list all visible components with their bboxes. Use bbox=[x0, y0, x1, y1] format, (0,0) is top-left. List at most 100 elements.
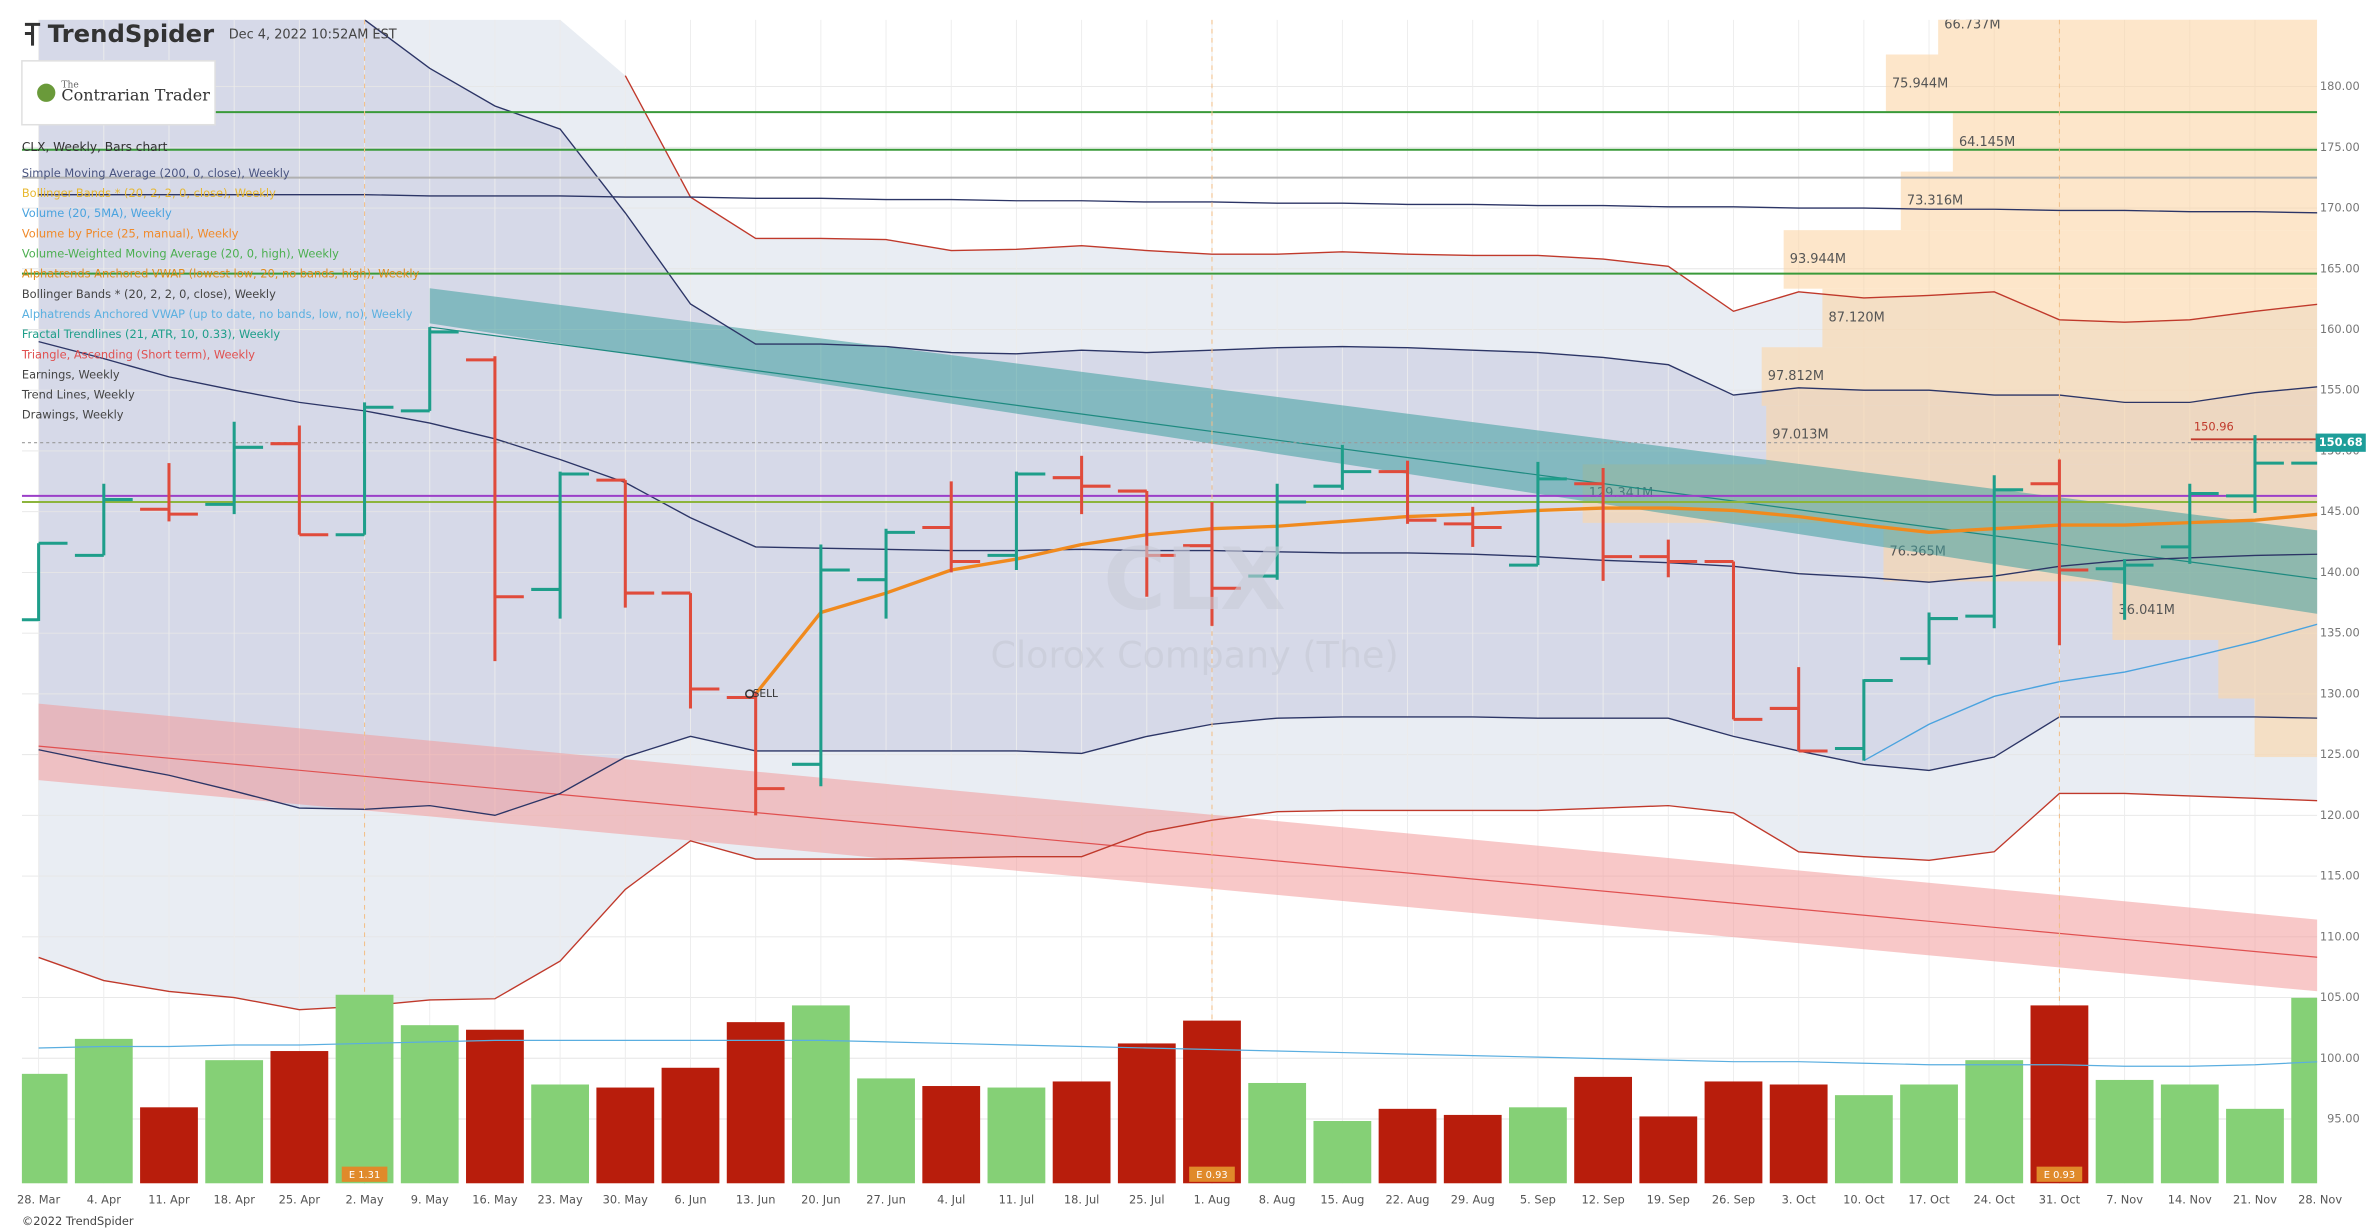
chart-title: CLX, Weekly, Bars chart bbox=[22, 140, 168, 154]
watermark-subtitle: Clorox Company (The) bbox=[991, 634, 1399, 677]
vp-label: 93.944M bbox=[1790, 252, 1846, 267]
legend-entry: Trend Lines, Weekly bbox=[21, 388, 135, 402]
legend-entry: Triangle, Ascending (Short term), Weekly bbox=[21, 347, 255, 361]
x-tick-label: 13. Jun bbox=[736, 1193, 776, 1207]
brand: TrendSpider bbox=[24, 19, 214, 48]
volume-bar bbox=[791, 1005, 850, 1184]
earnings-badge bbox=[341, 1166, 388, 1182]
volume-bar bbox=[726, 1022, 785, 1184]
volume-bar bbox=[987, 1087, 1046, 1184]
x-tick-label: 25. Jul bbox=[1129, 1193, 1164, 1207]
volume-bar bbox=[205, 1060, 264, 1184]
y-tick-label: 115.00 bbox=[2320, 869, 2360, 883]
volume-bar bbox=[1769, 1084, 1828, 1184]
x-tick-label: 10. Oct bbox=[1843, 1193, 1885, 1207]
vp-label: 97.812M bbox=[1768, 369, 1824, 384]
x-tick-label: 16. May bbox=[472, 1193, 518, 1207]
x-tick-label: 9. May bbox=[411, 1193, 449, 1207]
x-tick-label: 12. Sep bbox=[1581, 1193, 1624, 1207]
x-tick-label: 3. Oct bbox=[1782, 1193, 1817, 1207]
vp-bar bbox=[1885, 54, 2318, 114]
vp-bar bbox=[1938, 19, 2318, 55]
volume-bar bbox=[1574, 1076, 1633, 1184]
y-tick-label: 145.00 bbox=[2320, 504, 2360, 518]
y-tick-label: 160.00 bbox=[2320, 322, 2360, 336]
y-tick-label: 175.00 bbox=[2320, 140, 2360, 154]
y-tick-label: 100.00 bbox=[2320, 1051, 2360, 1065]
vp-bar bbox=[1761, 347, 2318, 406]
brand-icon bbox=[24, 22, 41, 46]
last-price-label: 150.68 bbox=[2319, 435, 2363, 449]
volume-bar bbox=[1248, 1082, 1307, 1184]
x-tick-label: 18. Apr bbox=[213, 1193, 255, 1207]
x-tick-label: 7. Nov bbox=[2106, 1193, 2143, 1207]
x-tick-label: 30. May bbox=[603, 1193, 649, 1207]
vp-bar bbox=[1783, 230, 2318, 289]
x-tick-label: 26. Sep bbox=[1712, 1193, 1755, 1207]
x-tick-label: 2. May bbox=[346, 1193, 384, 1207]
footer: ©2022 TrendSpider bbox=[22, 1214, 134, 1228]
x-tick-label: 15. Aug bbox=[1320, 1193, 1364, 1207]
x-tick-label: 20. Jun bbox=[801, 1193, 841, 1207]
logo-text: Contrarian Trader bbox=[61, 85, 210, 104]
signal-marker bbox=[745, 689, 755, 699]
volume-bar bbox=[270, 1051, 329, 1184]
volume-bar bbox=[1183, 1020, 1241, 1184]
y-tick-label: 130.00 bbox=[2320, 686, 2360, 700]
x-tick-label: 28. Mar bbox=[17, 1193, 61, 1207]
annotations: TrendSpider Dec 4, 2022 10:52AM EST The … bbox=[17, 19, 2366, 1228]
x-tick-label: 27. Jun bbox=[866, 1193, 906, 1207]
logo-icon bbox=[37, 83, 56, 102]
earnings-badge bbox=[2036, 1166, 2083, 1182]
vp-label: 64.145M bbox=[1959, 135, 2015, 150]
vp-bar bbox=[1900, 171, 2318, 231]
timestamp: Dec 4, 2022 10:52AM EST bbox=[229, 27, 397, 42]
y-tick-label: 140.00 bbox=[2320, 565, 2360, 579]
x-tick-label: 19. Sep bbox=[1647, 1193, 1690, 1207]
volume-ma bbox=[38, 1039, 2318, 1067]
earnings-badge bbox=[1189, 1166, 1235, 1182]
volume-bar bbox=[400, 1025, 459, 1184]
earnings-label: E 1.31 bbox=[349, 1170, 380, 1181]
x-tick-label: 18. Jul bbox=[1064, 1193, 1099, 1207]
legend-entry: Fractal Trendlines (21, ATR, 10, 0.33), … bbox=[22, 327, 281, 341]
y-tick-label: 180.00 bbox=[2320, 79, 2360, 93]
y-tick-label: 110.00 bbox=[2320, 929, 2360, 943]
x-tick-label: 17. Oct bbox=[1908, 1193, 1950, 1207]
indicator-line bbox=[1863, 623, 2318, 762]
x-tick-label: 21. Nov bbox=[2233, 1193, 2277, 1207]
channel-center bbox=[429, 326, 2318, 580]
vp-label: 87.120M bbox=[1828, 310, 1884, 325]
x-tick-label: 28. Nov bbox=[2298, 1193, 2342, 1207]
logo-small: The bbox=[61, 81, 78, 91]
y-tick-label: 125.00 bbox=[2320, 747, 2360, 761]
volume-bar bbox=[1443, 1114, 1502, 1184]
volume-bar bbox=[922, 1086, 981, 1184]
earnings-label: E 0.93 bbox=[1196, 1170, 1227, 1181]
volume-bar bbox=[1509, 1107, 1567, 1184]
last-price-tag bbox=[2315, 433, 2366, 452]
y-tick-label: 105.00 bbox=[2320, 990, 2360, 1004]
signal-label: SELL bbox=[753, 687, 778, 700]
volume-bar bbox=[74, 1038, 133, 1184]
plot-area: 36.041M76.365M129.341M97.013M97.812M87.1… bbox=[21, 19, 2318, 1184]
y-tick-label: 120.00 bbox=[2320, 808, 2360, 822]
legend-entry: Alphatrends Anchored VWAP (up to date, n… bbox=[22, 307, 413, 321]
volume-bar bbox=[1052, 1081, 1111, 1184]
vp-bar bbox=[1822, 288, 2318, 348]
legend-entry: Volume (20, 5MA), Weekly bbox=[22, 206, 172, 220]
x-tick-label: 8. Aug bbox=[1259, 1193, 1296, 1207]
x-tick-label: 29. Aug bbox=[1451, 1193, 1495, 1207]
volume-bar bbox=[335, 994, 394, 1184]
legend-entry: Volume-Weighted Moving Average (20, 0, h… bbox=[22, 247, 339, 261]
legend-entry: Alphatrends Anchored VWAP (lowest low, 2… bbox=[22, 267, 420, 281]
x-tick-label: 6. Jun bbox=[674, 1193, 706, 1207]
volume-bar bbox=[2030, 1005, 2089, 1184]
indicator-line bbox=[624, 75, 2318, 323]
legend-entry: Earnings, Weekly bbox=[22, 367, 120, 381]
volume-bar bbox=[857, 1078, 915, 1184]
indicator-line bbox=[38, 792, 2318, 1011]
volume-bar bbox=[140, 1107, 198, 1184]
